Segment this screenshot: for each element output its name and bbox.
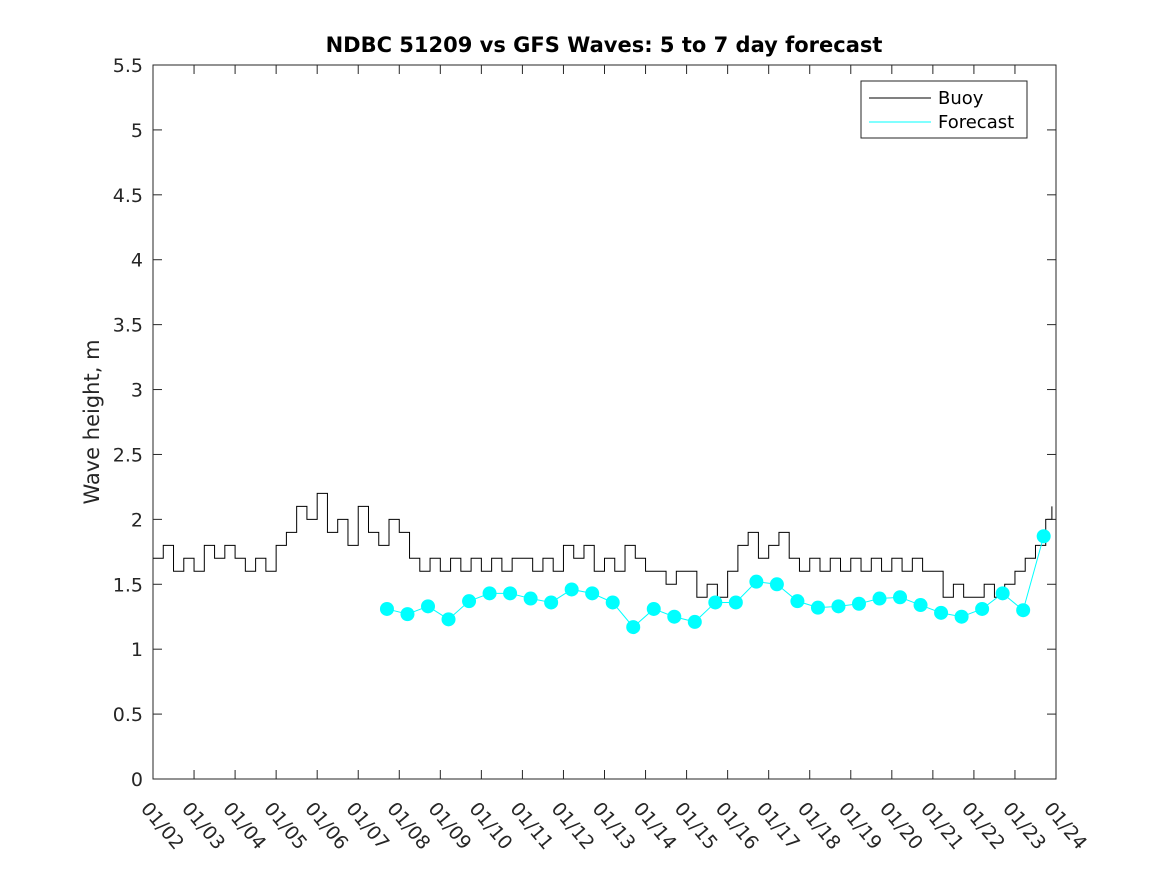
- forecast-point: [831, 599, 846, 614]
- y-axis-label: Wave height, m: [80, 339, 104, 504]
- forecast-point: [728, 595, 743, 610]
- forecast-point: [975, 601, 990, 616]
- forecast-point: [995, 586, 1010, 601]
- legend: Buoy Forecast: [860, 80, 1028, 139]
- forecast-point: [441, 612, 456, 627]
- legend-box: [860, 80, 1028, 139]
- forecast-point: [872, 591, 887, 606]
- y-tick-label: 2: [131, 509, 143, 531]
- forecast-point: [503, 586, 518, 601]
- forecast-point: [646, 601, 661, 616]
- forecast-point: [564, 582, 579, 597]
- forecast-point: [585, 586, 600, 601]
- y-tick-label: 3.5: [113, 315, 143, 337]
- buoy-line: [153, 492, 1053, 598]
- buoy-series: [153, 492, 1053, 598]
- forecast-point: [749, 574, 764, 589]
- forecast-point: [934, 605, 949, 620]
- y-tick-label: 0: [131, 769, 143, 791]
- y-tick-label: 1.5: [113, 574, 143, 596]
- y-tick-label: 3: [131, 380, 143, 402]
- forecast-point: [421, 599, 436, 614]
- legend-label-forecast: Forecast: [938, 112, 1014, 133]
- legend-label-buoy: Buoy: [938, 88, 984, 109]
- forecast-point: [954, 609, 969, 624]
- chart-title: NDBC 51209 vs GFS Waves: 5 to 7 day fore…: [326, 33, 883, 57]
- forecast-point: [790, 594, 805, 609]
- forecast-point: [1036, 529, 1051, 544]
- forecast-point: [379, 601, 394, 616]
- forecast-point: [605, 595, 620, 610]
- forecast-point: [851, 596, 866, 611]
- forecast-point: [1016, 603, 1031, 618]
- y-tick-label: 2.5: [113, 444, 143, 466]
- y-tick-label: 5.5: [113, 55, 143, 77]
- forecast-point: [523, 591, 538, 606]
- forecast-point: [626, 620, 641, 635]
- forecast-point: [708, 595, 723, 610]
- forecast-point: [810, 600, 825, 615]
- plot-area: [152, 64, 1057, 780]
- forecast-point: [462, 594, 477, 609]
- forecast-point: [913, 598, 928, 613]
- forecast-point: [667, 609, 682, 624]
- forecast-series: [379, 529, 1051, 635]
- y-tick-label: 4.5: [113, 185, 143, 207]
- forecast-point: [893, 590, 908, 605]
- forecast-point: [482, 586, 497, 601]
- forecast-point: [769, 577, 784, 592]
- forecast-point: [400, 607, 415, 622]
- forecast-point: [687, 614, 702, 629]
- forecast-point: [544, 595, 559, 610]
- y-tick-label: 1: [131, 639, 143, 661]
- y-tick-label: 5: [131, 120, 143, 142]
- y-tick-label: 4: [131, 250, 143, 272]
- y-tick-label: 0.5: [113, 704, 143, 726]
